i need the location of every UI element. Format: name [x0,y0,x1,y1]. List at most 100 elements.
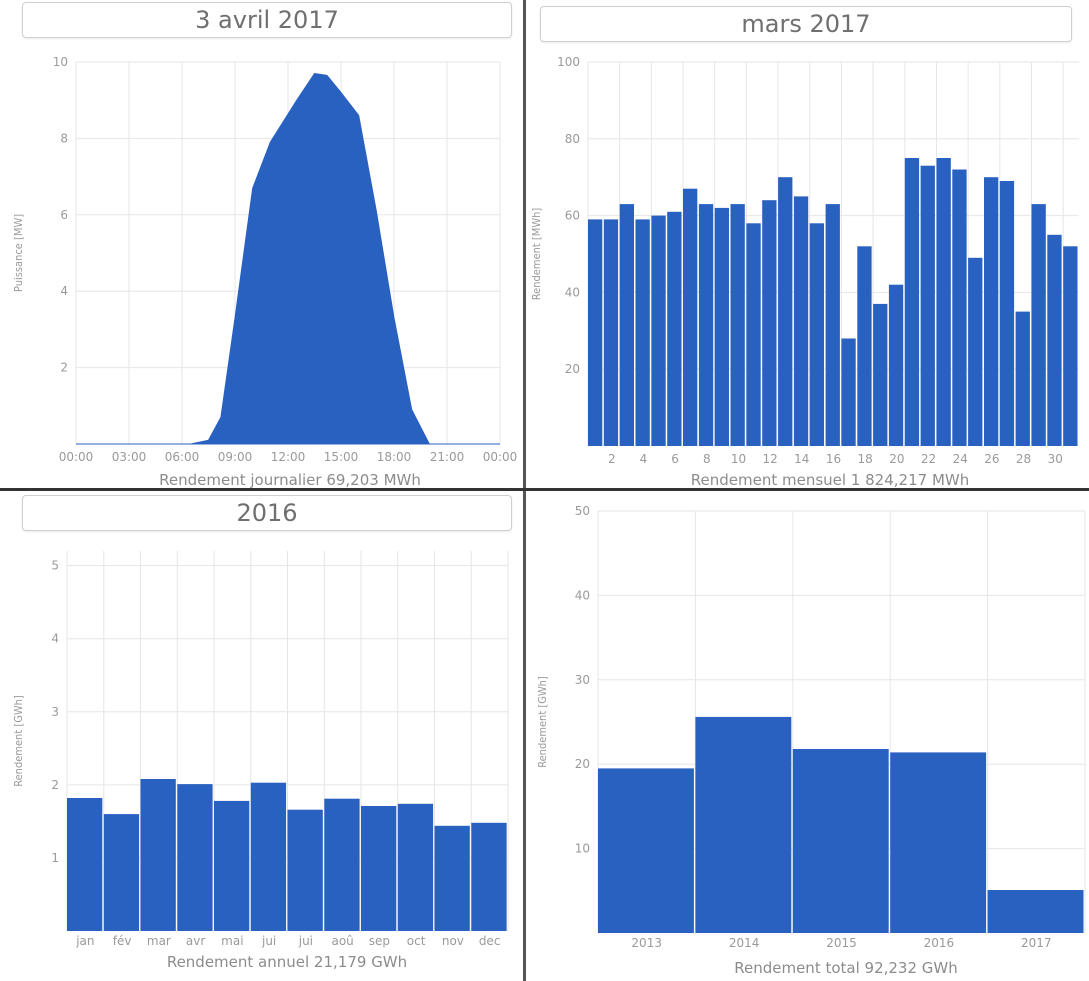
x-tick-label: 12:00 [271,450,306,464]
daily-power-panel: 3 avril 2017 2 4 6 8 10 Puissance [MW] Rendeme… [0,0,523,489]
y-tick-label: 50 [575,504,590,518]
y-tick-label: 60 [565,209,580,223]
bar-29 [1031,204,1046,446]
x-axis-label: Rendement mensuel 1 824,217 MWh [691,471,969,489]
bar-9 [714,207,729,446]
x-tick-label: mai [221,934,243,948]
y-tick-label: 30 [575,673,590,687]
y-axis-label: Rendement [GWh] [12,695,25,787]
y-tick-label: 80 [565,132,580,146]
x-tick-label: aoû [331,934,353,948]
bar-2 [603,219,619,446]
bar-2016 [890,752,987,933]
y-tick-label: 3 [51,705,59,719]
bar-17 [841,338,856,446]
x-tick-label: 30 [1048,452,1063,466]
bar-sep [361,806,397,931]
x-tick-label: 2013 [631,936,662,950]
x-tick-label: fév [113,934,132,948]
bar-jui [250,782,287,931]
y-tick-label: 4 [60,284,68,298]
x-tick-label: 2015 [826,936,857,950]
daily-chart-title: 3 avril 2017 [22,2,512,38]
x-tick-label: 6 [671,452,679,466]
x-tick-label: 03:00 [112,450,147,464]
bar-4 [635,219,650,446]
bar-22 [920,165,935,446]
monthly-yield-chart: 20 40 60 80 100 Rendement [MWh] Rendement mens… [530,55,1079,489]
bar-2014 [695,716,792,933]
bar-2015 [792,749,889,933]
x-tick-label: sep [369,934,390,948]
y-axis-label: Rendement [GWh] [536,676,549,768]
bar-3 [619,204,634,446]
bar-oct [397,803,434,931]
bar-avr [177,784,213,931]
x-tick-label: 00:00 [59,450,94,464]
bar-11 [746,223,761,446]
y-tick-label: 5 [51,559,59,573]
bar-5 [651,215,666,446]
bar-7 [683,188,698,446]
x-tick-label: 18 [858,452,873,466]
x-tick-label: jui [261,934,276,948]
x-tick-label: 18:00 [377,450,412,464]
x-tick-label: 8 [703,452,711,466]
y-tick-label: 10 [53,55,68,69]
x-tick-label: nov [442,934,464,948]
monthly-chart-title: mars 2017 [540,6,1072,42]
bar-10 [730,204,745,446]
y-tick-label: 100 [557,55,580,69]
total-yield-panel: 10 20 30 40 50 Rendement [GWh] Rendement total… [526,491,1089,981]
y-tick-label: 20 [575,757,590,771]
bar-19 [873,303,888,446]
x-tick-label: 4 [640,452,648,466]
x-tick-label: jan [75,934,94,948]
x-tick-label: 2 [608,452,616,466]
x-tick-label: 2016 [924,936,955,950]
x-tick-label: 24 [953,452,968,466]
bar-23 [936,158,951,446]
monthly-yield-panel: mars 2017 20 40 60 80 100 Rendement [MWh] Rend… [526,0,1089,489]
bar-2013 [598,768,694,933]
y-tick-label: 1 [51,851,59,865]
x-tick-label: 26 [984,452,999,466]
y-axis-label: Rendement [MWh] [530,208,543,301]
bar-20 [888,284,904,446]
x-tick-label: 00:00 [483,450,518,464]
x-tick-label: avr [186,934,205,948]
bar-15 [809,223,824,446]
x-tick-label: 21:00 [430,450,465,464]
bar-18 [857,246,872,446]
bar-27 [999,181,1015,446]
x-tick-label: 16 [826,452,841,466]
bar-14 [793,196,809,446]
bar-2017 [987,890,1084,933]
annual-yield-chart: 1 2 3 4 5 Rendement [GWh] Rendement annuel 21,… [12,551,509,971]
x-axis-label: Rendement total 92,232 GWh [734,959,958,977]
x-tick-label: 10 [731,452,746,466]
bar-dec [471,822,507,931]
x-tick-label: jui [298,934,313,948]
y-tick-label: 40 [565,285,580,299]
bar-13 [778,177,793,446]
y-tick-label: 10 [575,842,590,856]
bar-1 [588,219,603,446]
daily-power-chart: 2 4 6 8 10 Puissance [MW] Rendement journalier… [12,55,518,489]
annual-yield-panel: 2016 1 2 3 4 5 Rendement [GWh] Rendement annue… [0,491,523,981]
bar-16 [825,204,840,446]
x-tick-label: oct [407,934,426,948]
bar-mar [140,779,176,931]
bar-26 [984,177,999,446]
bar-24 [952,169,967,446]
x-tick-label: 15:00 [324,450,359,464]
bar-21 [904,158,920,446]
bar-8 [698,204,714,446]
y-tick-label: 40 [575,588,590,602]
y-axis-label: Puissance [MW] [12,214,25,292]
bar-aoû [324,798,360,931]
horizontal-divider [0,488,1089,491]
bar-25 [968,257,983,446]
bar-12 [762,200,777,446]
bar-jan [67,798,103,931]
